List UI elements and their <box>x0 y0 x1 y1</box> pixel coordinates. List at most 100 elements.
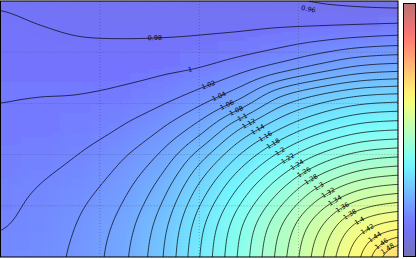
contour-line <box>287 175 398 257</box>
contours <box>1 1 399 257</box>
heat-cell <box>378 1 398 18</box>
heat-cell <box>1 81 21 114</box>
contour-line <box>250 148 398 257</box>
heat-cell <box>219 17 259 50</box>
heat-cell <box>100 17 140 50</box>
contour-line <box>262 157 398 257</box>
heat-cell <box>259 17 299 50</box>
heat-cell <box>100 241 140 257</box>
heat-cell <box>100 1 140 18</box>
contour-line <box>1 11 399 39</box>
contour-line <box>1 46 399 231</box>
heat-cell <box>259 1 299 18</box>
contour-line <box>200 111 398 257</box>
heat-cell <box>1 241 21 257</box>
heat-cell <box>100 209 140 242</box>
heat-cell <box>140 177 180 210</box>
heat-cell <box>219 209 259 242</box>
contour-labels: 0.960.9811.021.041.061.081.11.121.141.16… <box>147 4 395 256</box>
heat-cell <box>259 145 299 178</box>
heat-cell <box>338 81 378 114</box>
grid-line-y <box>1 154 399 155</box>
contour-label: 0.98 <box>147 34 162 43</box>
grid-line-x <box>99 1 100 257</box>
heat-cell <box>219 1 259 18</box>
heat-cell <box>140 209 180 242</box>
heat-cell <box>179 113 219 146</box>
colorbar-frame <box>404 4 416 257</box>
heat-cell <box>1 17 21 50</box>
contour-line <box>274 166 398 257</box>
grid <box>1 1 399 257</box>
heat-cell <box>299 81 339 114</box>
contour-label: 1 <box>187 65 193 74</box>
heat-cell <box>378 17 398 50</box>
heat-cell <box>140 1 180 18</box>
heat-cell <box>60 1 100 18</box>
heat-cell <box>179 209 219 242</box>
heatmap-cells <box>1 1 399 257</box>
grid-line-y <box>1 103 399 104</box>
heat-cell <box>60 241 100 257</box>
contour-line <box>323 202 398 257</box>
heat-cell <box>378 49 398 82</box>
contour-line <box>188 102 398 257</box>
contour-label: 0.96 <box>300 4 316 15</box>
heat-cell <box>60 49 100 82</box>
contour-label: 1.4 <box>353 215 366 227</box>
heat-cell <box>100 177 140 210</box>
heat-cell <box>219 145 259 178</box>
heat-cell <box>1 49 21 82</box>
heat-cell <box>140 241 180 257</box>
heat-cell <box>140 81 180 114</box>
heat-cell <box>219 177 259 210</box>
heat-cell <box>299 1 339 18</box>
heat-cell <box>20 177 60 210</box>
heat-cell <box>20 209 60 242</box>
heat-cell <box>140 17 180 50</box>
heat-cell <box>60 113 100 146</box>
heat-cell <box>219 49 259 82</box>
heat-cell <box>299 241 339 257</box>
heat-cell <box>338 49 378 82</box>
heat-cell <box>60 209 100 242</box>
heat-cell <box>20 1 60 18</box>
contour-line <box>308 1 398 8</box>
contour-line <box>104 63 398 257</box>
heat-cell <box>179 1 219 18</box>
heat-cell <box>20 241 60 257</box>
contour-line <box>299 184 398 257</box>
grid-line-x <box>199 1 200 257</box>
colorbar <box>404 4 416 257</box>
grid-line-y <box>1 52 399 53</box>
heat-cell <box>179 17 219 50</box>
contour-line <box>225 130 398 257</box>
heat-cell <box>60 145 100 178</box>
contour-line <box>311 193 398 257</box>
heat-cell <box>20 17 60 50</box>
heat-cell <box>140 145 180 178</box>
contour-line <box>163 86 398 257</box>
heat-cell <box>100 49 140 82</box>
contour-line <box>148 79 398 257</box>
heat-cell <box>20 113 60 146</box>
heat-cell <box>378 81 398 114</box>
heat-cell <box>378 113 398 146</box>
contour-line <box>129 71 398 257</box>
heat-cell <box>338 1 378 18</box>
heat-cell <box>378 145 398 178</box>
heat-cell <box>140 49 180 82</box>
heat-cell <box>1 177 21 210</box>
heat-cell <box>338 17 378 50</box>
chart: 0.960.9811.021.041.061.081.11.121.141.16… <box>0 0 419 259</box>
heat-cell <box>299 17 339 50</box>
heat-cell <box>20 49 60 82</box>
contour-line <box>66 55 398 257</box>
heatmap <box>1 1 399 257</box>
heat-cell <box>100 113 140 146</box>
contour-label: 1.48 <box>379 241 396 256</box>
contour-line <box>212 121 398 257</box>
heat-cell <box>1 1 21 18</box>
plot-frame <box>1 1 399 257</box>
contour-label: 1.02 <box>200 79 216 92</box>
